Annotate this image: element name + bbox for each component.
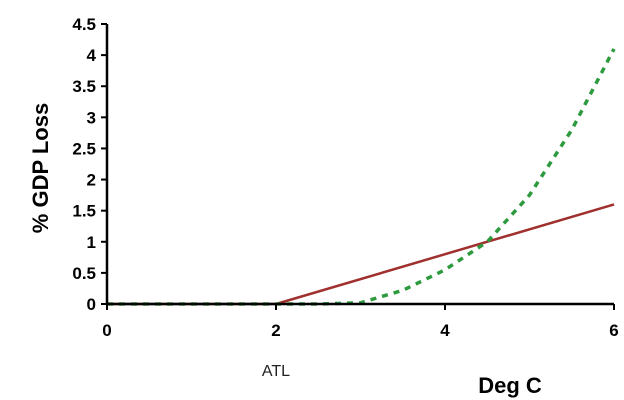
y-tick-label: 4 bbox=[87, 46, 97, 65]
y-tick-label: 1 bbox=[87, 233, 96, 252]
y-tick-label: 3 bbox=[87, 108, 96, 127]
series-layer bbox=[107, 48, 616, 306]
y-tick-label: 1.5 bbox=[72, 202, 96, 221]
y-axis-title: % GDP Loss bbox=[28, 103, 53, 233]
y-tick-label: 2 bbox=[87, 171, 96, 190]
annotation-label: ATL bbox=[262, 363, 290, 380]
x-tick-label: 0 bbox=[102, 321, 111, 340]
y-tick-label: 0 bbox=[87, 295, 96, 314]
y-tick-label: 4.5 bbox=[72, 15, 96, 34]
annotation-layer: ATL bbox=[262, 363, 290, 380]
series-line-dashed bbox=[107, 48, 616, 306]
x-tick-label: 4 bbox=[440, 321, 450, 340]
x-axis-title: Deg C bbox=[478, 373, 542, 398]
ticks-layer: 0 0.5 1 1.5 2 2.5 3 3.5 4 4.5 0 2 4 6 bbox=[72, 15, 618, 340]
y-tick-label: 0.5 bbox=[72, 264, 96, 283]
series-line-solid bbox=[107, 203, 615, 306]
x-tick-label: 6 bbox=[609, 321, 618, 340]
axes-layer bbox=[105, 24, 614, 306]
y-tick-label: 3.5 bbox=[72, 77, 96, 96]
x-tick-label: 2 bbox=[271, 321, 280, 340]
y-tick-label: 2.5 bbox=[72, 139, 96, 158]
